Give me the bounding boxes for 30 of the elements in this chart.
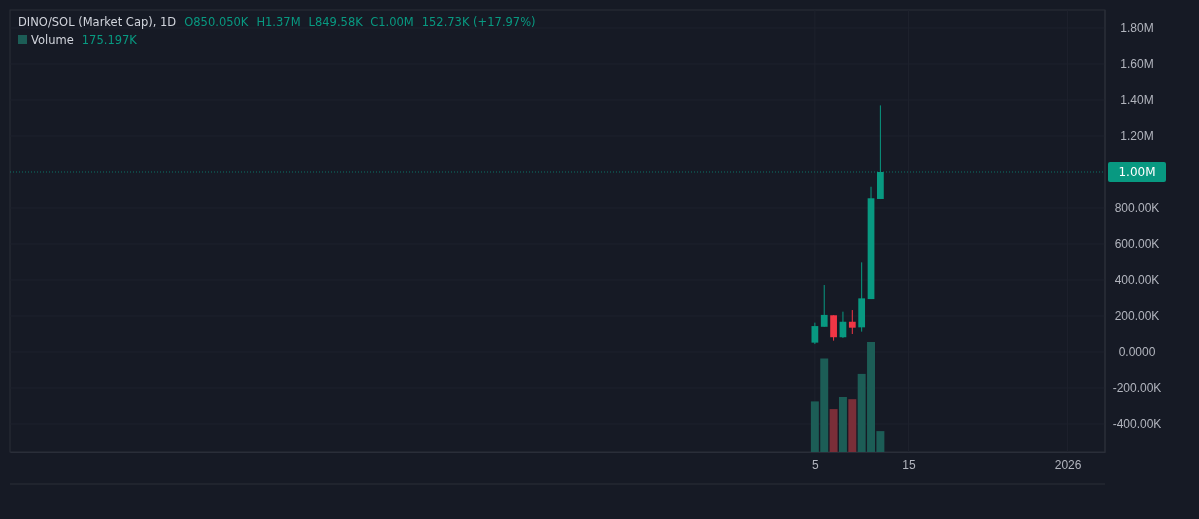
x-tick-label: 15 xyxy=(902,457,916,472)
y-tick-label: 1.80M xyxy=(1120,21,1154,36)
candlestick xyxy=(820,284,828,328)
annotation: L849.58K xyxy=(308,15,364,29)
text: DINO/SOL (Market Cap), 1D xyxy=(18,15,177,29)
candlestick xyxy=(811,322,819,345)
y-tick-label: 1.40M xyxy=(1120,93,1154,108)
bar xyxy=(829,409,838,452)
y-tick-label: -400.00K xyxy=(1112,417,1162,432)
candlestick xyxy=(830,314,837,342)
y-tick-label: 800.00K xyxy=(1114,201,1160,216)
y-tick-label: 600.00K xyxy=(1114,237,1160,252)
bar xyxy=(838,397,847,452)
legend-label: Volume xyxy=(31,33,74,47)
annotation: H1.37M xyxy=(256,15,301,29)
x-tick-label: 5 xyxy=(812,457,820,472)
ref-line-label: 1.00M xyxy=(1118,165,1156,180)
candlestick xyxy=(848,309,856,335)
annotation: O850.050K xyxy=(184,15,249,29)
y-tick-label: 1.20M xyxy=(1120,129,1154,144)
y-tick-label: 200.00K xyxy=(1114,309,1160,324)
y-tick-label: 0.0000 xyxy=(1118,345,1156,360)
annotation: 152.73K (+17.97%) xyxy=(421,15,536,29)
y-tick-label: 1.60M xyxy=(1120,57,1154,72)
y-tick-label: 400.00K xyxy=(1114,273,1160,288)
bar xyxy=(848,399,857,452)
y-tick-label: -200.00K xyxy=(1112,381,1162,396)
annotation: 175.197K xyxy=(81,33,138,47)
annotation: C1.00M xyxy=(370,15,414,29)
x-tick-label: 2026 xyxy=(1054,457,1082,472)
